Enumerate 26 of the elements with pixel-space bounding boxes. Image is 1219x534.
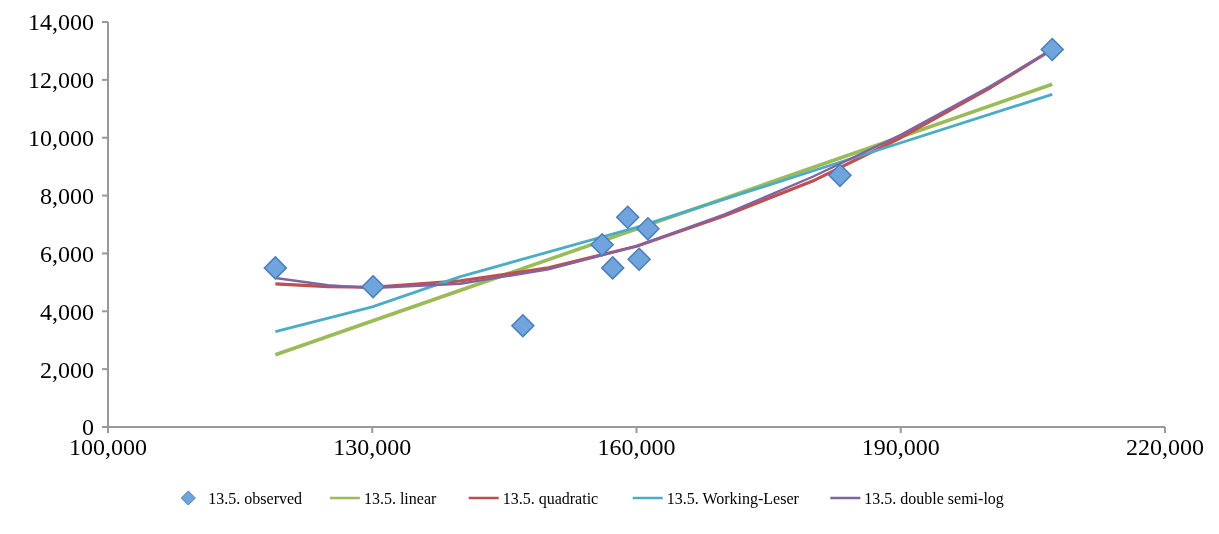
y-tick-label: 4,000 bbox=[40, 298, 94, 325]
point bbox=[511, 314, 535, 338]
legend-label: 13.5. Working-Leser bbox=[666, 489, 800, 508]
point bbox=[361, 274, 385, 299]
x-tick-label: 220,000 bbox=[1126, 434, 1204, 460]
y-tick-label: 2,000 bbox=[40, 356, 94, 383]
y-tick-label: 8,000 bbox=[40, 182, 94, 209]
y-tick-label: 12,000 bbox=[28, 67, 94, 94]
legend-label: 13.5. linear bbox=[363, 489, 437, 507]
y-tick-label: 14,000 bbox=[28, 9, 94, 36]
y-tick-label: 10,000 bbox=[28, 125, 94, 152]
point bbox=[600, 256, 625, 280]
y-tick-label: 6,000 bbox=[40, 240, 94, 267]
legend-label: 13.5. observed bbox=[208, 489, 303, 507]
point bbox=[263, 256, 288, 280]
point bbox=[636, 217, 660, 241]
x-tick-label: 160,000 bbox=[597, 434, 676, 460]
legend-label: 13.5. double semi-log bbox=[864, 489, 1004, 508]
x-tick-label: 130,000 bbox=[333, 434, 412, 460]
x-tick-label: 190,000 bbox=[861, 434, 940, 460]
legend-label: 13.5. quadratic bbox=[502, 489, 599, 508]
point bbox=[828, 163, 852, 188]
point bbox=[627, 247, 651, 271]
point bbox=[590, 233, 614, 257]
point bbox=[615, 205, 640, 230]
point bbox=[1040, 37, 1064, 62]
